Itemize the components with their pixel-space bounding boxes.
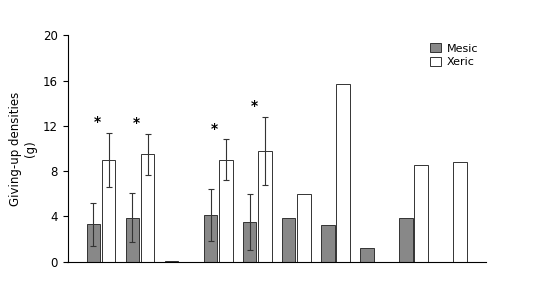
Text: *: * xyxy=(94,115,101,129)
Bar xyxy=(282,218,295,262)
Bar xyxy=(243,222,256,262)
Bar xyxy=(399,218,413,262)
Bar xyxy=(297,194,310,262)
Bar xyxy=(258,151,272,262)
Text: *: * xyxy=(133,116,140,130)
Bar xyxy=(86,224,100,262)
Bar xyxy=(336,84,350,262)
Bar xyxy=(219,160,233,262)
Bar xyxy=(321,225,335,262)
Text: *: * xyxy=(251,99,258,113)
Bar xyxy=(453,162,467,262)
Bar xyxy=(141,154,154,262)
Text: *: * xyxy=(211,122,218,136)
Bar xyxy=(204,215,218,262)
Bar xyxy=(126,218,139,262)
Bar xyxy=(414,166,428,262)
Bar xyxy=(165,260,178,262)
Y-axis label: Giving-up densities
(g): Giving-up densities (g) xyxy=(9,91,37,206)
Legend: Mesic, Xeric: Mesic, Xeric xyxy=(428,41,481,69)
Bar xyxy=(102,160,116,262)
Bar xyxy=(360,248,374,262)
